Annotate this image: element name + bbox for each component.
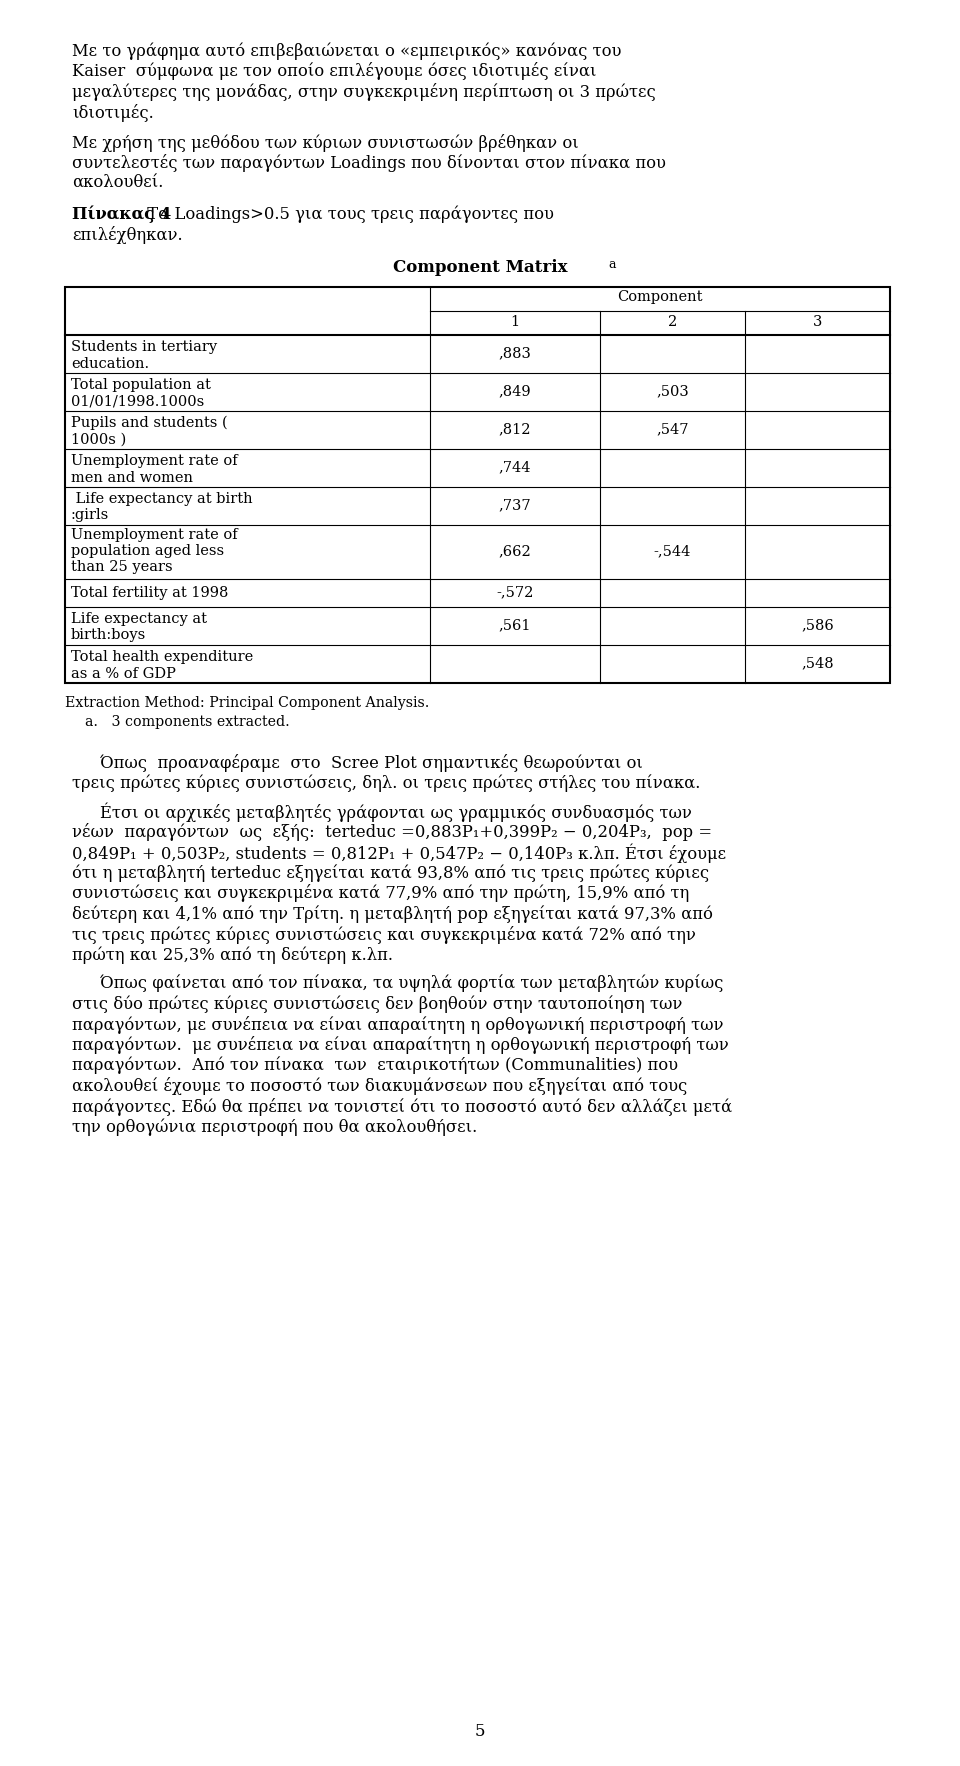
Text: ,548: ,548 [802, 657, 834, 671]
Text: Τα Loadings>0.5 για τους τρεις παράγοντες που: Τα Loadings>0.5 για τους τρεις παράγοντε… [142, 205, 554, 223]
Text: Total population at: Total population at [71, 378, 211, 392]
Text: νέων  παραγόντων  ως  εξής:  terteduc =0,883P₁+0,399P₂ − 0,204P₃,  pop =: νέων παραγόντων ως εξής: terteduc =0,883… [72, 823, 712, 841]
Text: συνιστώσεις και συγκεκριμένα κατά 77,9% από την πρώτη, 15,9% από τη: συνιστώσεις και συγκεκριμένα κατά 77,9% … [72, 885, 689, 902]
Text: ,744: ,744 [499, 461, 531, 475]
Text: παράγοντες. Εδώ θα πρέπει να τονιστεί ότι το ποσοστό αυτό δεν αλλάζει μετά: παράγοντες. Εδώ θα πρέπει να τονιστεί ότ… [72, 1097, 732, 1116]
Text: ιδιοτιμές.: ιδιοτιμές. [72, 104, 154, 122]
Text: population aged less: population aged less [71, 544, 224, 558]
Text: 1000s ): 1000s ) [71, 433, 127, 447]
Text: πρώτη και 25,3% από τη δεύτερη κ.λπ.: πρώτη και 25,3% από τη δεύτερη κ.λπ. [72, 947, 393, 964]
Text: 0,849P₁ + 0,503P₂, students = 0,812P₁ + 0,547P₂ − 0,140P₃ κ.λπ. Éτσι έχουμε: 0,849P₁ + 0,503P₂, students = 0,812P₁ + … [72, 844, 726, 864]
Text: birth:boys: birth:boys [71, 629, 146, 643]
Text: ,662: ,662 [498, 544, 532, 558]
Text: 01/01/1998.1000s: 01/01/1998.1000s [71, 394, 204, 408]
Text: Component: Component [617, 290, 703, 304]
Text: επιλέχθηκαν.: επιλέχθηκαν. [72, 226, 182, 244]
Text: a: a [608, 258, 615, 272]
Text: Pupils and students (: Pupils and students ( [71, 415, 228, 429]
Text: education.: education. [71, 357, 149, 371]
Text: ,737: ,737 [498, 498, 531, 512]
Text: as a % of GDP: as a % of GDP [71, 666, 176, 680]
Text: Life expectancy at: Life expectancy at [71, 611, 207, 625]
Text: Όπως φαίνεται από τον πίνακα, τα υψηλά φορτία των μεταβλητών κυρίως: Όπως φαίνεται από τον πίνακα, τα υψηλά φ… [100, 975, 724, 992]
Text: ,586: ,586 [802, 618, 834, 632]
Text: Extraction Method: Principal Component Analysis.: Extraction Method: Principal Component A… [65, 696, 429, 710]
Text: Όπως  προαναφέραμε  στο  Scree Plot σημαντικές θεωρούνται οι: Όπως προαναφέραμε στο Scree Plot σημαντι… [100, 754, 643, 772]
Text: παραγόντων.  Από τον πίνακα  των  εταιρικοτήτων (Communalities) που: παραγόντων. Από τον πίνακα των εταιρικοτ… [72, 1056, 678, 1074]
Text: Unemployment rate of: Unemployment rate of [71, 528, 238, 542]
Text: Éτσι οι αρχικές μεταβλητές γράφονται ως γραμμικός συνδυασμός των: Éτσι οι αρχικές μεταβλητές γράφονται ως … [100, 802, 692, 821]
Text: Life expectancy at birth: Life expectancy at birth [71, 491, 252, 505]
Text: 2: 2 [668, 314, 677, 328]
Text: -,544: -,544 [654, 544, 691, 558]
Text: 1: 1 [511, 314, 519, 328]
Text: τις τρεις πρώτες κύριες συνιστώσεις και συγκεκριμένα κατά 72% από την: τις τρεις πρώτες κύριες συνιστώσεις και … [72, 925, 696, 943]
Text: τρεις πρώτες κύριες συνιστώσεις, δηλ. οι τρεις πρώτες στήλες του πίνακα.: τρεις πρώτες κύριες συνιστώσεις, δηλ. οι… [72, 774, 701, 791]
Text: παραγόντων.  με συνέπεια να είναι απαραίτητη η ορθογωνική περιστροφή των: παραγόντων. με συνέπεια να είναι απαραίτ… [72, 1037, 729, 1054]
Text: Students in tertiary: Students in tertiary [71, 339, 217, 353]
Text: ,883: ,883 [498, 346, 532, 360]
Text: ,561: ,561 [499, 618, 531, 632]
Text: μεγαλύτερες της μονάδας, στην συγκεκριμένη περίπτωση οι 3 πρώτες: μεγαλύτερες της μονάδας, στην συγκεκριμέ… [72, 83, 656, 101]
Text: ακολουθεί έχουμε το ποσοστό των διακυμάνσεων που εξηγείται από τους: ακολουθεί έχουμε το ποσοστό των διακυμάν… [72, 1077, 687, 1095]
Text: στις δύο πρώτες κύριες συνιστώσεις δεν βοηθούν στην ταυτοποίηση των: στις δύο πρώτες κύριες συνιστώσεις δεν β… [72, 994, 683, 1012]
Text: Component Matrix: Component Matrix [393, 258, 567, 275]
Text: παραγόντων, με συνέπεια να είναι απαραίτητη η ορθογωνική περιστροφή των: παραγόντων, με συνέπεια να είναι απαραίτ… [72, 1015, 724, 1033]
Text: ,547: ,547 [657, 422, 688, 436]
Text: Με χρήση της μεθόδου των κύριων συνιστωσών βρέθηκαν οι: Με χρήση της μεθόδου των κύριων συνιστωσ… [72, 134, 579, 152]
Text: 3: 3 [813, 314, 822, 328]
Text: Unemployment rate of: Unemployment rate of [71, 454, 238, 468]
Text: ,812: ,812 [499, 422, 531, 436]
Text: Kaiser  σύμφωνα με τον οποίο επιλέγουμε όσες ιδιοτιμές είναι: Kaiser σύμφωνα με τον οποίο επιλέγουμε ό… [72, 62, 596, 81]
Text: ότι η μεταβλητή terteduc εξηγείται κατά 93,8% από τις τρεις πρώτες κύριες: ότι η μεταβλητή terteduc εξηγείται κατά … [72, 864, 709, 881]
Text: Πίνακας 4: Πίνακας 4 [72, 205, 171, 223]
Text: συντελεστές των παραγόντων Loadings που δίνονται στον πίνακα που: συντελεστές των παραγόντων Loadings που … [72, 154, 666, 173]
Text: :girls: :girls [71, 509, 109, 523]
Text: δεύτερη και 4,1% από την Τρίτη. η μεταβλητή pop εξηγείται κατά 97,3% από: δεύτερη και 4,1% από την Τρίτη. η μεταβλ… [72, 904, 713, 922]
Text: men and women: men and women [71, 470, 193, 484]
Text: ,849: ,849 [498, 385, 531, 399]
Text: ,503: ,503 [656, 385, 689, 399]
Text: -,572: -,572 [496, 586, 534, 599]
Text: a.   3 components extracted.: a. 3 components extracted. [85, 715, 290, 729]
Text: 5: 5 [475, 1724, 485, 1740]
Text: ακολουθεί.: ακολουθεί. [72, 175, 163, 192]
Text: Με το γράφημα αυτό επιβεβαιώνεται ο «εμπειρικός» κανόνας του: Με το γράφημα αυτό επιβεβαιώνεται ο «εμπ… [72, 42, 621, 60]
Text: την ορθογώνια περιστροφή που θα ακολουθήσει.: την ορθογώνια περιστροφή που θα ακολουθή… [72, 1118, 477, 1136]
Text: Total fertility at 1998: Total fertility at 1998 [71, 586, 228, 599]
Bar [65, 286, 890, 682]
Text: than 25 years: than 25 years [71, 560, 173, 574]
Text: Total health expenditure: Total health expenditure [71, 650, 253, 664]
